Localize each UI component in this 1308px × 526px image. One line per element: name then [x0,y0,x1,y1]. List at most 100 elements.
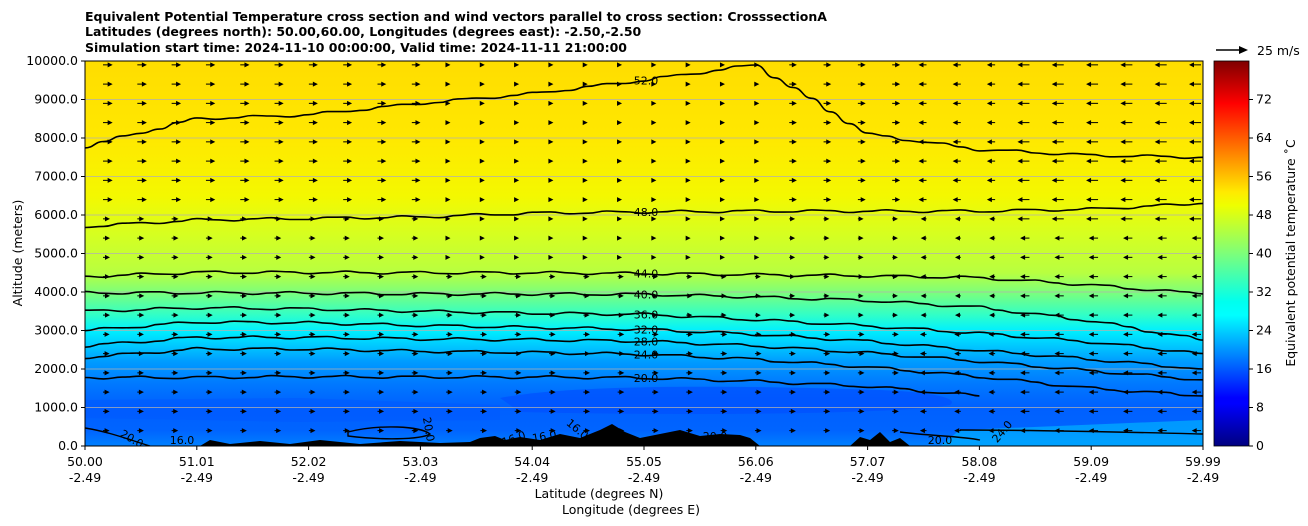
wind-vector [920,235,926,241]
wind-vector [952,197,958,203]
wind-vector [516,312,522,318]
wind-vector [825,370,831,376]
wind-vector [1054,408,1060,414]
wind-vector [1051,216,1057,222]
wind-vector [479,81,485,87]
wind-vector [413,216,419,222]
wind-vector [986,158,992,164]
wind-vector [344,331,350,337]
wind-vector [988,370,994,376]
contour-near-surface [347,426,432,440]
wind-vector [825,331,831,337]
x-tick-label-lat: 50.00 [67,454,103,469]
wind-vector [141,139,147,145]
y-tick-label: 6000.0 [34,207,78,222]
wind-vector [244,62,250,68]
x-axis-label-latitude: Latitude (degrees N) [535,486,664,501]
wind-vector [138,370,144,376]
wind-vector [722,428,728,434]
wind-vector [347,62,353,68]
wind-vector [310,293,316,299]
wind-vector [173,428,179,434]
wind-vector [415,177,421,183]
colorbar-tick-label: 64 [1256,130,1272,145]
y-tick-label: 8000.0 [34,130,78,145]
wind-vector [241,370,247,376]
wind-vector [685,235,691,241]
wind-vector [918,100,924,106]
wind-vector [241,331,247,337]
wind-vector [988,351,994,357]
wind-vector [756,370,762,376]
wind-vector [986,197,992,203]
wind-vector [1191,312,1197,318]
wind-vector [1191,370,1197,376]
wind-vector [548,120,554,126]
wind-vector [141,197,147,203]
contour-label-near-surface: 20.0 [420,416,437,442]
wind-vector [413,351,419,357]
contour-label: 36.0 [634,308,659,321]
wind-vector [1017,197,1023,203]
x-tick-label-lat: 52.02 [291,454,327,469]
wind-vector [514,158,520,164]
wind-vector [413,370,419,376]
wind-vector [107,120,113,126]
wind-vector [445,158,451,164]
contour-near-surface [85,427,151,446]
cold-pool-region [85,398,500,422]
wind-vector [138,428,144,434]
wind-vector [312,100,318,106]
wind-vector [379,254,385,260]
contour-36 [85,305,1203,355]
wind-vector [550,389,556,395]
wind-vector [1191,428,1197,434]
wind-vector [210,120,216,126]
wind-vector [210,100,216,106]
wind-vector [141,100,147,106]
wind-vector [892,312,898,318]
wind-vector [858,216,864,222]
contour-24 [85,346,1203,397]
wind-vector [619,389,625,395]
wind-vector [1054,351,1060,357]
wind-vector [104,216,110,222]
wind-vector [207,254,213,260]
wind-vector [379,408,385,414]
wind-vector [754,120,760,126]
x-tick-label-lon: -2.49 [1187,470,1219,485]
wind-vector [310,428,316,434]
wind-vector [516,389,522,395]
wind-vector [790,235,796,241]
wind-vector [617,197,623,203]
wind-vector [276,293,282,299]
wind-vector [1054,274,1060,280]
wind-vector [447,428,453,434]
wind-vector [482,351,488,357]
wind-vector [918,177,924,183]
wind-vector [138,389,144,395]
wind-vector [1120,120,1126,126]
wind-vector [653,408,659,414]
wind-vector [479,235,485,241]
wind-vector [445,120,451,126]
y-tick-label: 9000.0 [34,92,78,107]
wind-vector [1020,389,1026,395]
wind-vector [1017,216,1023,222]
wind-vector [1123,293,1129,299]
wind-vector [548,177,554,183]
x-tick-label-lat: 59.99 [1185,454,1221,469]
wind-vector [479,216,485,222]
x-tick-label-lon: -2.49 [1075,470,1107,485]
wind-vector [344,428,350,434]
wind-vector [413,293,419,299]
contour-label: 52.0 [634,74,659,87]
wind-vector [1189,216,1194,222]
wind-vector [860,100,866,106]
wind-vector [1157,351,1163,357]
wind-vector [988,408,994,414]
wind-vector [826,100,832,106]
wind-vector [210,197,216,203]
wind-vector [1086,216,1092,222]
wind-vector [514,235,520,241]
